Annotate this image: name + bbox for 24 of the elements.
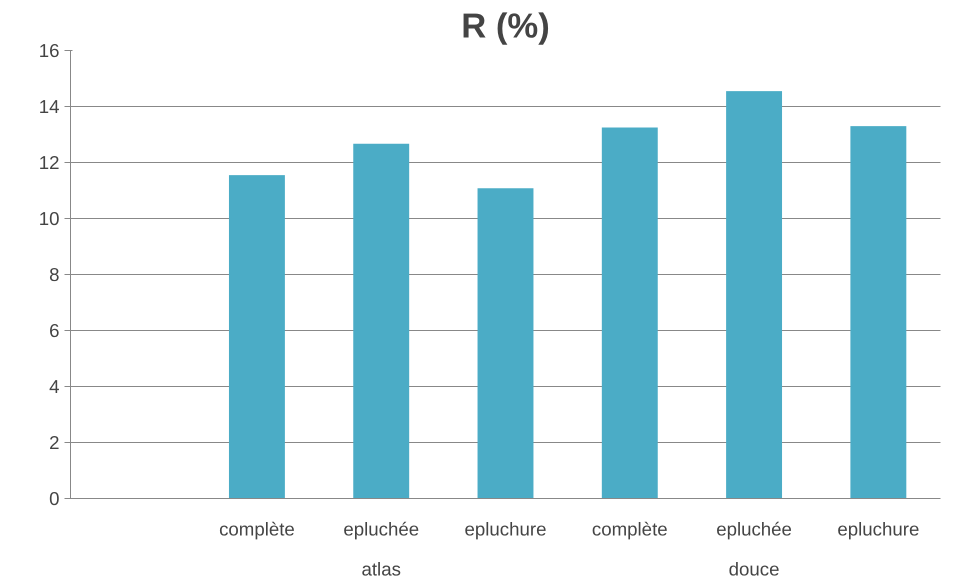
y-tick-label: 10 [38,208,60,229]
bar [602,128,658,498]
y-tick-label: 16 [38,40,60,61]
x-tick-label: epluchure [837,518,920,540]
x-tick-label: complète [219,518,295,540]
y-tick-label: 0 [49,488,60,509]
x-tick-label: epluchée [343,518,420,540]
y-tick-label: 4 [49,376,60,397]
chart-title: R (%) [461,8,550,46]
text: atlas [362,558,401,580]
bar [850,126,906,498]
bar [726,91,782,498]
x-tick-label: complète [592,518,668,540]
bar [353,144,410,498]
y-tick-label: 2 [49,432,60,453]
y-tick-label: 12 [38,152,60,173]
x-tick-label: epluchée [716,518,792,540]
y-tick-label: 8 [49,264,60,285]
y-tick-label: 6 [49,320,60,341]
x-tick-label: epluchure [464,518,546,540]
bar [228,175,285,498]
y-tick-label: 14 [38,96,60,117]
text: douce [728,558,780,580]
bar [478,188,534,498]
